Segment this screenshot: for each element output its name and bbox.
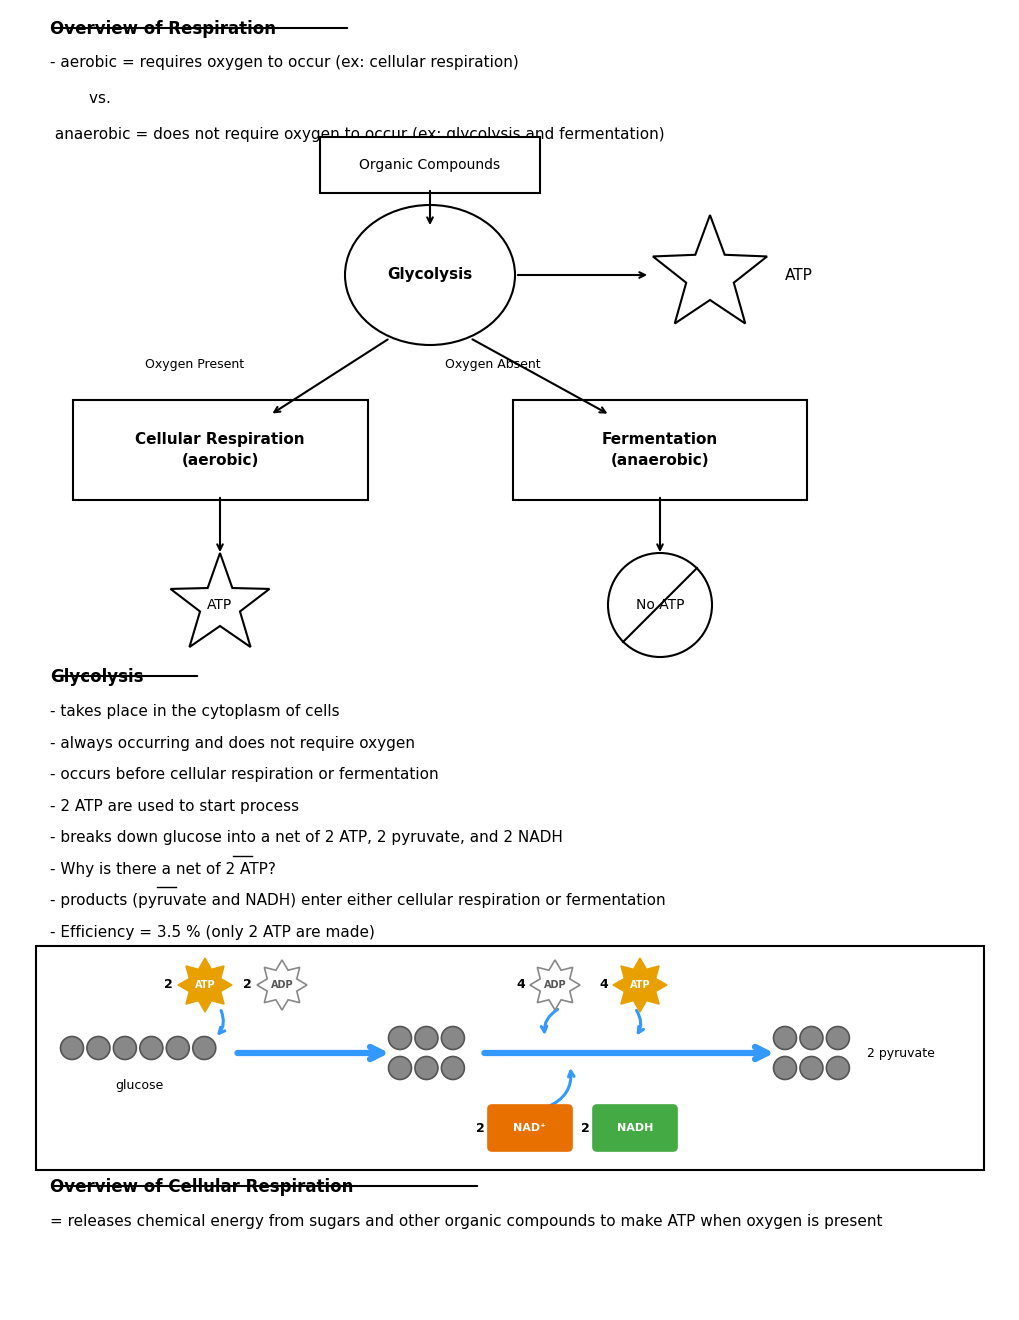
- Circle shape: [772, 1056, 796, 1080]
- Circle shape: [799, 1027, 822, 1049]
- Text: - products (pyruvate and NADH) enter either cellular respiration or fermentation: - products (pyruvate and NADH) enter eit…: [50, 894, 665, 908]
- Circle shape: [140, 1036, 163, 1060]
- Text: Fermentation
(anaerobic): Fermentation (anaerobic): [601, 432, 717, 469]
- Circle shape: [193, 1036, 216, 1060]
- FancyBboxPatch shape: [72, 400, 367, 500]
- Text: 4: 4: [516, 978, 525, 991]
- Circle shape: [825, 1027, 849, 1049]
- FancyBboxPatch shape: [36, 946, 983, 1170]
- Circle shape: [799, 1056, 822, 1080]
- Text: anaerobic = does not require oxygen to occur (ex: glycolysis and fermentation): anaerobic = does not require oxygen to o…: [50, 127, 664, 143]
- Circle shape: [415, 1027, 437, 1049]
- Text: 4: 4: [599, 978, 607, 991]
- Circle shape: [87, 1036, 110, 1060]
- Text: Oxygen Absent: Oxygen Absent: [444, 359, 540, 371]
- Circle shape: [441, 1056, 464, 1080]
- Text: ADP: ADP: [270, 979, 293, 990]
- Polygon shape: [612, 958, 666, 1012]
- Text: 2: 2: [243, 978, 252, 991]
- Circle shape: [388, 1027, 411, 1049]
- Text: Glycolysis: Glycolysis: [387, 268, 472, 282]
- Polygon shape: [652, 215, 766, 323]
- Text: - aerobic = requires oxygen to occur (ex: cellular respiration): - aerobic = requires oxygen to occur (ex…: [50, 55, 519, 70]
- Circle shape: [772, 1027, 796, 1049]
- Text: glucose: glucose: [115, 1080, 163, 1093]
- Circle shape: [60, 1036, 84, 1060]
- Text: 2: 2: [164, 978, 173, 991]
- Text: No ATP: No ATP: [635, 598, 684, 612]
- FancyBboxPatch shape: [320, 137, 539, 193]
- Polygon shape: [257, 960, 307, 1010]
- Text: - Why is there a net of 2 ATP?: - Why is there a net of 2 ATP?: [50, 862, 275, 876]
- Circle shape: [825, 1056, 849, 1080]
- Circle shape: [166, 1036, 190, 1060]
- Circle shape: [415, 1056, 437, 1080]
- Text: ATP: ATP: [195, 979, 215, 990]
- Circle shape: [607, 553, 711, 657]
- Text: vs.: vs.: [50, 91, 111, 106]
- Text: - 2 ATP are used to start process: - 2 ATP are used to start process: [50, 799, 299, 813]
- Text: = releases chemical energy from sugars and other organic compounds to make ATP w: = releases chemical energy from sugars a…: [50, 1214, 881, 1229]
- Text: - takes place in the cytoplasm of cells: - takes place in the cytoplasm of cells: [50, 704, 339, 719]
- Text: ATP: ATP: [785, 268, 812, 282]
- Text: NAD⁺: NAD⁺: [513, 1123, 546, 1133]
- Text: ATP: ATP: [207, 598, 232, 612]
- Text: Glycolysis: Glycolysis: [50, 668, 144, 686]
- Ellipse shape: [344, 205, 515, 345]
- Text: NADH: NADH: [616, 1123, 652, 1133]
- Text: - Efficiency = 3.5 % (only 2 ATP are made): - Efficiency = 3.5 % (only 2 ATP are mad…: [50, 924, 375, 940]
- Polygon shape: [178, 958, 231, 1012]
- FancyBboxPatch shape: [512, 400, 807, 500]
- FancyBboxPatch shape: [487, 1105, 572, 1151]
- Text: 2: 2: [476, 1122, 484, 1134]
- Text: ATP: ATP: [629, 979, 650, 990]
- Text: Overview of Cellular Respiration: Overview of Cellular Respiration: [50, 1177, 353, 1196]
- Text: - always occurring and does not require oxygen: - always occurring and does not require …: [50, 735, 415, 751]
- Text: ADP: ADP: [543, 979, 566, 990]
- Circle shape: [388, 1056, 411, 1080]
- Text: - breaks down glucose into a net of 2 ATP, 2 pyruvate, and 2 NADH: - breaks down glucose into a net of 2 AT…: [50, 830, 562, 845]
- Polygon shape: [170, 553, 269, 647]
- Text: Overview of Respiration: Overview of Respiration: [50, 20, 276, 38]
- Text: - occurs before cellular respiration or fermentation: - occurs before cellular respiration or …: [50, 767, 438, 781]
- Text: Oxygen Present: Oxygen Present: [145, 359, 244, 371]
- Text: 2 pyruvate: 2 pyruvate: [866, 1047, 934, 1060]
- Polygon shape: [530, 960, 580, 1010]
- Circle shape: [441, 1027, 464, 1049]
- Text: 2: 2: [581, 1122, 589, 1134]
- FancyBboxPatch shape: [592, 1105, 677, 1151]
- Text: Cellular Respiration
(aerobic): Cellular Respiration (aerobic): [136, 432, 305, 469]
- Circle shape: [113, 1036, 137, 1060]
- Text: Organic Compounds: Organic Compounds: [359, 158, 500, 172]
